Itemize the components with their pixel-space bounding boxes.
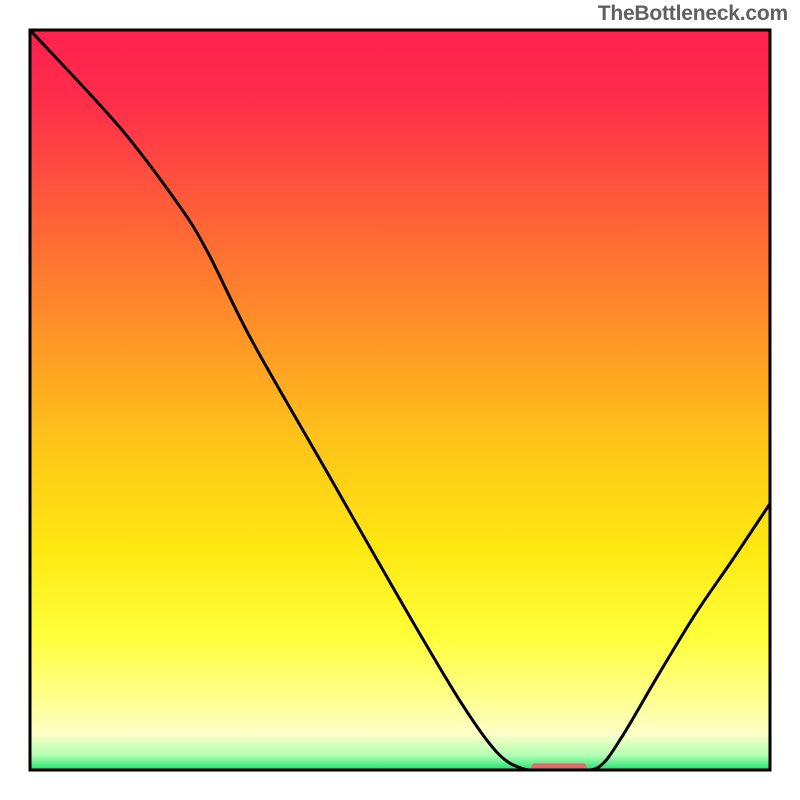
- bottleneck-chart: [0, 0, 800, 800]
- gradient-background: [30, 30, 770, 770]
- watermark-text: TheBottleneck.com: [598, 2, 788, 26]
